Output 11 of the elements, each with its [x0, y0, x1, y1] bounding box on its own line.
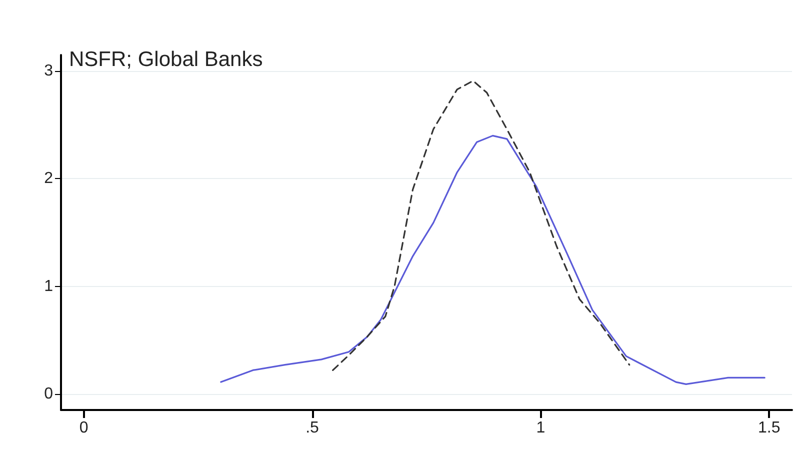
x-tick-label: 0	[79, 420, 88, 436]
line-series	[332, 80, 630, 371]
x-tick-label: 1.5	[758, 420, 780, 436]
y-tick-label: 1	[44, 278, 54, 295]
y-tick-label: 2	[44, 170, 54, 188]
line-series	[220, 134, 766, 385]
chart-title: NSFR; Global Banks	[69, 48, 263, 71]
y-tick-label: 0	[44, 385, 54, 402]
x-tick-label: 1	[536, 420, 546, 436]
x-tick-label: .5	[306, 420, 320, 436]
y-tick-label: 3	[44, 62, 54, 80]
